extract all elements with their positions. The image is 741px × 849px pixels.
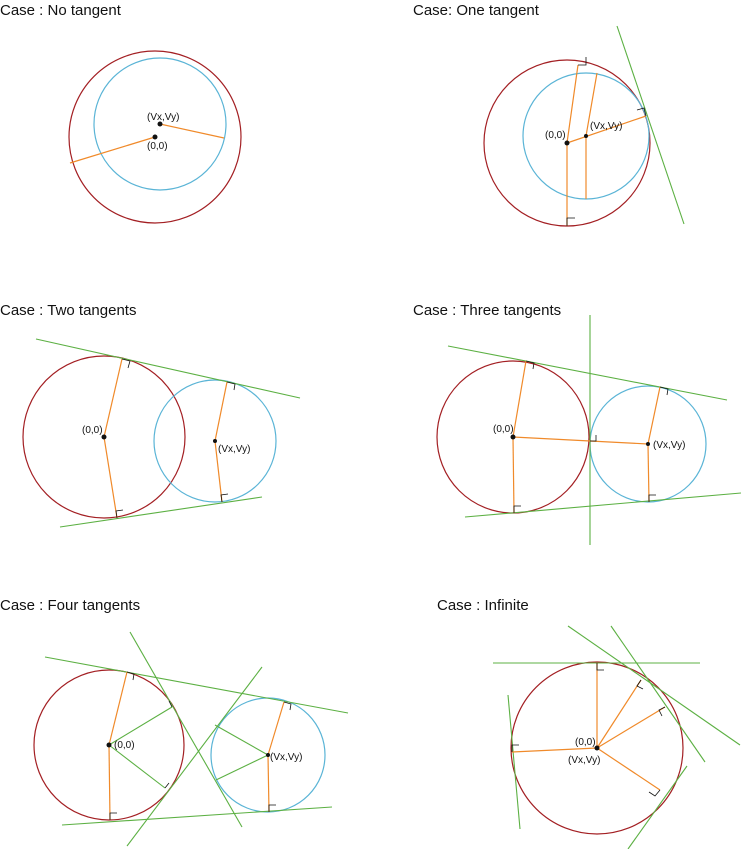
radius [69,136,156,164]
tangent [126,666,263,847]
point-label: (0,0) [545,130,566,141]
circle [93,57,227,191]
radius [596,706,666,749]
radius [103,436,118,519]
circle [153,379,277,503]
radius [108,671,128,746]
circle [33,669,185,821]
radius [108,744,111,821]
circle [68,50,242,224]
point [646,442,650,446]
point [594,745,600,751]
radius [103,358,123,438]
point-label: (0,0) [493,424,514,435]
tangent [129,631,243,828]
radius [214,724,269,756]
tangent [35,338,301,399]
radius [267,754,270,813]
point-label: (0,0) [114,740,135,751]
point-label: (Vx,Vy) [653,440,685,451]
radius [512,360,527,438]
point [564,140,570,146]
point [101,434,107,440]
radius [512,436,515,514]
radius [214,440,223,503]
radius [566,64,579,144]
panel-three-tangents: Case : Three tangents (0,0) (Vx,Vy) [413,302,741,545]
tangent [567,625,741,746]
point-label: (Vx,Vy) [147,112,179,123]
panel-infinite: Case : Infinite (0,0) (Vx,Vy) [437,597,741,849]
panel-two-tangents: Case : Two tangents (0,0) (Vx,Vy) [0,302,301,528]
radius [108,706,173,746]
point [213,439,217,443]
radius [585,72,598,137]
right-angle [115,358,236,519]
radius [566,115,647,144]
point [266,753,270,757]
point [106,742,112,748]
tangent [610,625,706,763]
tangent [464,492,741,518]
radius [215,754,269,781]
point-label: (Vx,Vy) [218,444,250,455]
point-label: (Vx,Vy) [568,755,600,766]
panel-no-tangent: Case : No tangent (Vx,Vy) (0,0) [0,2,242,224]
tangent [447,345,728,401]
radius [647,443,650,503]
panel-title: Case : Two tangents [0,302,136,319]
radius [596,747,661,791]
panel-title: Case : Infinite [437,597,529,614]
panel-title: Case : Three tangents [413,302,561,319]
panel-four-tangents: Case : Four tangents (0,0) (Vx,Vy) [0,597,349,847]
tangent [61,806,333,826]
right-angle [513,360,669,513]
radius [511,747,598,753]
radius [159,123,225,139]
tangent [59,496,263,528]
point [157,121,163,127]
point-label: (0,0) [575,737,596,748]
point [510,434,516,440]
radius [214,381,228,442]
radius [108,744,166,789]
right-angle [566,57,647,226]
point-label: (Vx,Vy) [270,752,302,763]
panel-one-tangent: Case: One tangent (0,0) (Vx,Vy) [413,2,685,227]
point-label: (Vx,Vy) [590,121,622,132]
panel-title: Case : No tangent [0,2,122,19]
circle [510,661,684,835]
point [584,134,588,138]
tangent [627,765,688,849]
radius [512,436,649,445]
point [152,134,158,140]
point-label: (0,0) [82,425,103,436]
point-label: (0,0) [147,141,168,152]
radius [596,679,642,749]
tangent [507,694,521,830]
right-angle [511,663,666,797]
radius [267,701,285,756]
tangent [616,25,685,225]
panel-title: Case: One tangent [413,2,540,19]
panel-title: Case : Four tangents [0,597,140,614]
tangent [44,656,349,714]
radius [647,386,661,445]
circle [22,355,186,519]
right-angle [109,671,292,820]
